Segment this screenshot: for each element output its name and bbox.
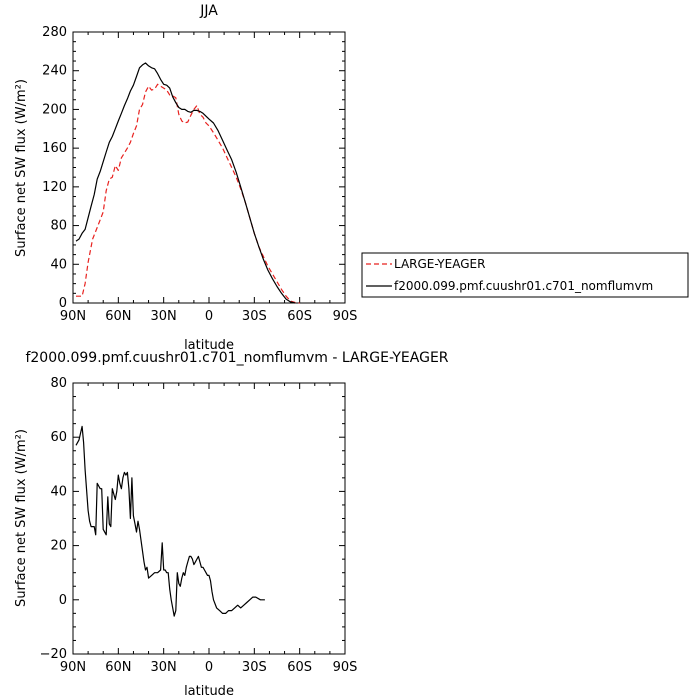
top-series-line-2 (75, 62, 296, 304)
bottom-y-axis-label: Surface net SW flux (W/m²) (14, 429, 29, 607)
y-tick-label: 20 (50, 539, 67, 554)
bottom-panel: f2000.099.pmf.cuushr01.c701_nomflumvm - … (14, 350, 449, 699)
top-series-line-1 (76, 83, 300, 304)
y-tick-label: 40 (50, 257, 67, 272)
legend-item-large-yeager: LARGE-YEAGER (366, 257, 485, 271)
x-tick-label: 0 (205, 660, 213, 675)
bottom-chart-title: f2000.099.pmf.cuushr01.c701_nomflumvm - … (25, 350, 448, 366)
x-tick-label: 60S (287, 660, 312, 675)
x-tick-label: 90S (333, 309, 358, 324)
x-tick-label: 60N (105, 309, 131, 324)
legend-label-large-yeager: LARGE-YEAGER (394, 257, 485, 271)
x-tick-label: 30N (151, 660, 177, 675)
bottom-series-line-1 (75, 425, 265, 617)
bottom-series-lines (75, 425, 265, 617)
bottom-plot-frame (72, 382, 346, 655)
y-tick-label: 0 (59, 593, 67, 608)
y-tick-label: −20 (40, 647, 67, 662)
y-tick-label: 60 (50, 430, 67, 445)
y-tick-label: 160 (42, 141, 67, 156)
y-tick-label: 280 (42, 25, 67, 40)
top-x-axis-label: latitude (184, 338, 234, 353)
x-tick-label: 30S (242, 309, 267, 324)
y-tick-label: 80 (50, 219, 67, 234)
x-tick-label: 30S (242, 660, 267, 675)
top-y-axis-label: Surface net SW flux (W/m²) (14, 79, 29, 257)
top-panel: JJA 90N 60N 30N 0 30S 60S 90S 0 40 80 120 160 200 240… (14, 3, 357, 353)
bottom-x-axis-label: latitude (184, 684, 234, 699)
y-tick-label: 80 (50, 376, 67, 391)
legend-label-model: f2000.099.pmf.cuushr01.c701_nomflumvm (394, 279, 653, 293)
x-tick-label: 90S (333, 660, 358, 675)
y-tick-label: 120 (42, 180, 67, 195)
y-tick-label: 40 (50, 484, 67, 499)
top-chart-title: JJA (199, 3, 218, 19)
top-series-lines (75, 62, 300, 304)
x-tick-label: 90N (60, 660, 86, 675)
legend-item-model: f2000.099.pmf.cuushr01.c701_nomflumvm (366, 279, 653, 293)
x-tick-label: 60N (105, 660, 131, 675)
y-tick-label: 0 (59, 296, 67, 311)
bottom-axes: 90N 60N 30N 0 30S 60S 90S −20 0 20 40 60 80 (40, 376, 358, 675)
x-tick-label: 60S (287, 309, 312, 324)
x-tick-label: 90N (60, 309, 86, 324)
x-tick-label: 30N (151, 309, 177, 324)
legend-box (361, 252, 689, 298)
x-tick-label: 0 (205, 309, 213, 324)
top-plot-frame (72, 31, 346, 304)
y-tick-label: 200 (42, 102, 67, 117)
y-tick-label: 240 (42, 64, 67, 79)
top-axes: 90N 60N 30N 0 30S 60S 90S 0 40 80 120 160 200 240 280 (42, 25, 357, 324)
legend: LARGE-YEAGER f2000.099.pmf.cuushr01.c701… (361, 252, 689, 298)
